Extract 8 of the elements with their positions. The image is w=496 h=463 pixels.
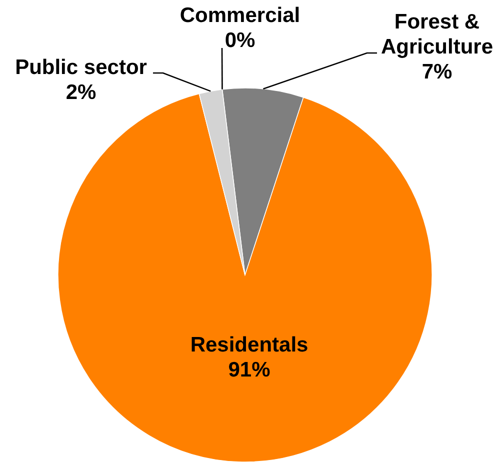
slice-label: Public sector [15, 56, 147, 79]
data-label: 2% [66, 81, 96, 104]
data-label: 91% [228, 358, 271, 382]
slice-label: Forest & Agriculture [380, 10, 494, 58]
category-label: Commercial [180, 4, 300, 27]
text: 0% [224, 29, 256, 52]
slice-label: Residentals [190, 333, 308, 356]
data-label: 7% [422, 60, 452, 84]
